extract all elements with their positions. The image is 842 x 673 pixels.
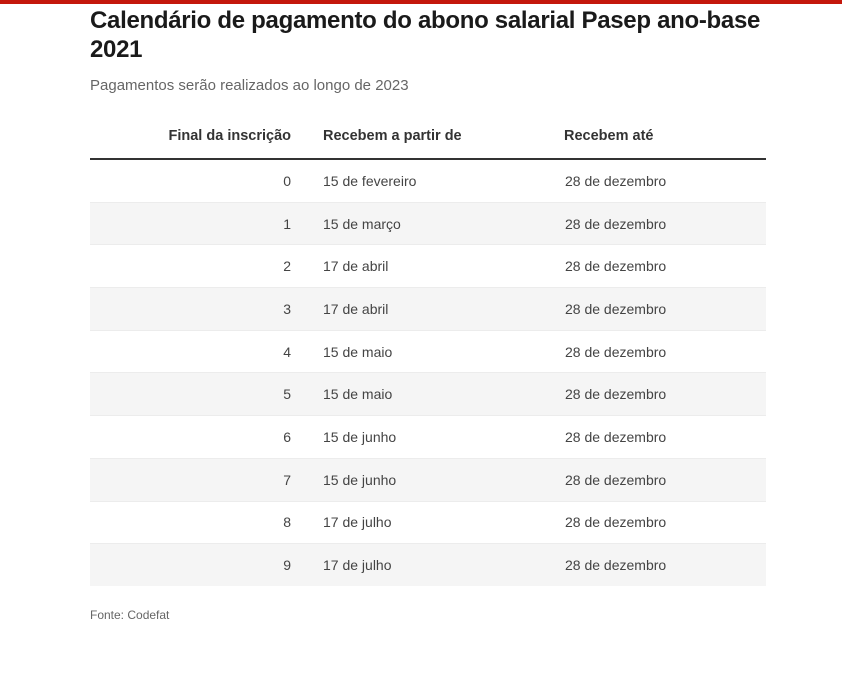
- cell-start-date: 17 de julho: [291, 543, 564, 586]
- cell-start-date: 15 de maio: [291, 330, 564, 374]
- table-row: 5 15 de maio 28 de dezembro: [90, 372, 766, 417]
- chart-title: Calendário de pagamento do abono salaria…: [90, 7, 761, 63]
- cell-end-date: 28 de dezembro: [564, 159, 766, 203]
- cell-start-date: 17 de julho: [291, 501, 564, 545]
- cell-start-date: 17 de abril: [291, 287, 564, 331]
- cell-final: 6: [90, 415, 291, 459]
- table-row: 1 15 de março 28 de dezembro: [90, 202, 766, 246]
- cell-end-date: 28 de dezembro: [564, 372, 766, 417]
- table-row: 6 15 de junho 28 de dezembro: [90, 415, 766, 459]
- table-body: 0 15 de fevereiro 28 de dezembro 1 15 de mar…: [90, 159, 766, 586]
- cell-final: 4: [90, 330, 291, 374]
- payment-table: Final da inscrição Recebem a partir de R…: [90, 114, 766, 586]
- top-accent-bar: [0, 0, 842, 4]
- cell-start-date: 15 de maio: [291, 372, 564, 417]
- cell-final: 7: [90, 458, 291, 502]
- cell-start-date: 15 de março: [291, 202, 564, 246]
- column-header-final: Final da inscrição: [90, 114, 291, 160]
- cell-end-date: 28 de dezembro: [564, 458, 766, 502]
- source-note: Fonte: Codefat: [90, 607, 170, 622]
- column-header-end: Recebem até: [564, 114, 766, 160]
- cell-end-date: 28 de dezembro: [564, 543, 766, 586]
- cell-start-date: 15 de junho: [291, 415, 564, 459]
- cell-start-date: 17 de abril: [291, 244, 564, 289]
- cell-final: 3: [90, 287, 291, 331]
- table-row: 2 17 de abril 28 de dezembro: [90, 244, 766, 289]
- cell-end-date: 28 de dezembro: [564, 415, 766, 459]
- cell-end-date: 28 de dezembro: [564, 287, 766, 331]
- cell-end-date: 28 de dezembro: [564, 244, 766, 289]
- cell-end-date: 28 de dezembro: [564, 202, 766, 246]
- cell-final: 2: [90, 244, 291, 289]
- cell-final: 5: [90, 372, 291, 417]
- cell-end-date: 28 de dezembro: [564, 501, 766, 545]
- cell-final: 8: [90, 501, 291, 545]
- chart-subtitle: Pagamentos serão realizados ao longo de …: [90, 77, 409, 94]
- cell-final: 0: [90, 159, 291, 203]
- table-row: 4 15 de maio 28 de dezembro: [90, 330, 766, 374]
- cell-end-date: 28 de dezembro: [564, 330, 766, 374]
- cell-start-date: 15 de junho: [291, 458, 564, 502]
- cell-start-date: 15 de fevereiro: [291, 159, 564, 203]
- cell-final: 9: [90, 543, 291, 586]
- table-header-row: Final da inscrição Recebem a partir de R…: [90, 114, 766, 160]
- table-row: 8 17 de julho 28 de dezembro: [90, 501, 766, 545]
- table-row: 7 15 de junho 28 de dezembro: [90, 458, 766, 502]
- table-row: 3 17 de abril 28 de dezembro: [90, 287, 766, 331]
- table-row: 9 17 de julho 28 de dezembro: [90, 543, 766, 586]
- table-row: 0 15 de fevereiro 28 de dezembro: [90, 159, 766, 203]
- chart-container: Calendário de pagamento do abono salaria…: [90, 6, 766, 622]
- column-header-start: Recebem a partir de: [291, 114, 564, 160]
- cell-final: 1: [90, 202, 291, 246]
